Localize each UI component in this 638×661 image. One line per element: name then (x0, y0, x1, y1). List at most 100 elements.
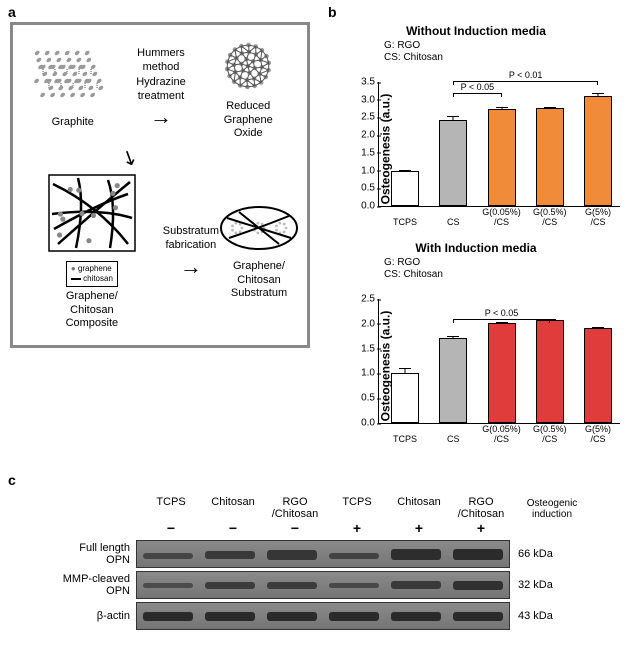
panel-a-label: a (8, 4, 16, 20)
blot-lane (447, 572, 509, 598)
blot-lane (323, 541, 385, 567)
y-tick: 0.0 (351, 418, 375, 429)
y-tick: 1.5 (351, 343, 375, 354)
substratum-item: Graphene/ Chitosan Substratum (219, 204, 299, 301)
induction-sign: + (450, 520, 512, 536)
blot-column-header: TCPS (140, 496, 202, 520)
blot-lanes (136, 571, 510, 599)
blot-mw: 43 kDa (510, 610, 570, 622)
legend-chitosan: chitosan (83, 274, 113, 283)
bar (488, 323, 516, 423)
composite-legend: ● graphene chitosan (66, 261, 118, 287)
hummers-label: Hummers method (136, 46, 186, 75)
hummers-arrow: Hummers method Hydrazine treatment (136, 46, 186, 132)
blot-lane (261, 541, 323, 567)
chart-legend-2: G: RGO CS: Chitosan (384, 257, 628, 281)
composite-icon (48, 174, 136, 252)
blot-column-header: Chitosan (388, 496, 450, 520)
blot-lanes (136, 540, 510, 568)
panel-a: a Graphite Hummers method Hydrazine trea… (0, 0, 320, 468)
chart-without: Without Induction media G: RGO CS: Chito… (324, 24, 628, 231)
figure: a Graphite Hummers method Hydrazine trea… (0, 0, 638, 643)
blot-lane (137, 603, 199, 629)
blot-lanes (136, 602, 510, 630)
bar (536, 108, 564, 206)
blot-mw: 66 kDa (510, 548, 570, 560)
bar (439, 120, 467, 206)
bar (584, 328, 612, 423)
legend-cs: CS: Chitosan (384, 52, 443, 63)
blot-rows: Full length OPN66 kDaMMP-cleaved OPN32 k… (30, 540, 628, 630)
y-tick: 0.5 (351, 393, 375, 404)
chart2-area: Osteogenesis (a.u.) 0.00.51.01.52.02.5TC… (334, 283, 624, 448)
x-label: G(0.5%) /CS (526, 208, 574, 228)
chart1-title: Without Induction media (324, 24, 628, 38)
panel-c-label: c (8, 472, 16, 488)
bar (488, 109, 516, 206)
blot-lane (385, 541, 447, 567)
y-tick: 1.5 (351, 147, 375, 158)
x-label: G(5%) /CS (574, 208, 622, 228)
induction-sign: + (388, 520, 450, 536)
blot-column-header: RGO /Chitosan (450, 496, 512, 520)
blot-lane (447, 541, 509, 567)
bar (391, 171, 419, 206)
rgo-item: Reduced Graphene Oxide (209, 37, 287, 141)
panel-b-label: b (328, 4, 337, 20)
induction-sign: + (326, 520, 388, 536)
rgo-label: Reduced Graphene Oxide (209, 100, 287, 141)
graphite-icon (33, 49, 113, 111)
x-label: CS (429, 435, 477, 445)
blot-lane (199, 603, 261, 629)
x-label: G(0.05%) /CS (478, 208, 526, 228)
bar (584, 96, 612, 206)
chart2-plot: 0.00.51.01.52.02.5TCPSCSG(0.05%) /CSG(0.… (378, 299, 620, 424)
osteo-header: Osteogenic induction (512, 496, 592, 520)
blot-header: TCPSChitosanRGO /ChitosanTCPSChitosanRGO… (140, 496, 628, 520)
blot-column-header: Chitosan (202, 496, 264, 520)
panel-c: c TCPSChitosanRGO /ChitosanTCPSChitosanR… (0, 468, 638, 643)
composite-item: ● graphene chitosan Graphene/ Chitosan C… (21, 174, 163, 331)
blot-column-header: RGO /Chitosan (264, 496, 326, 520)
legend-cs-2: CS: Chitosan (384, 269, 443, 280)
substratum-icon (219, 204, 299, 252)
blot-lane (323, 572, 385, 598)
blot-lane (447, 603, 509, 629)
chart2-title: With Induction media (324, 241, 628, 255)
y-tick: 3.5 (351, 77, 375, 88)
blot-lane (385, 572, 447, 598)
chart1-plot: 0.00.51.01.52.02.53.03.5TCPSCSG(0.05%) /… (378, 82, 620, 207)
panel-b: b Without Induction media G: RGO CS: Chi… (320, 0, 638, 468)
x-label: TCPS (381, 218, 429, 228)
y-tick: 2.0 (351, 318, 375, 329)
fabrication-label: Substratum fabrication (163, 224, 219, 253)
y-tick: 1.0 (351, 368, 375, 379)
diagram-box: Graphite Hummers method Hydrazine treatm… (10, 22, 310, 348)
rgo-icon (209, 37, 287, 95)
x-label: G(0.05%) /CS (478, 425, 526, 445)
y-tick: 0.0 (351, 201, 375, 212)
induction-sign: − (264, 520, 326, 536)
x-label: CS (429, 218, 477, 228)
x-label: TCPS (381, 435, 429, 445)
legend-g: G: RGO (384, 40, 420, 51)
blot-lane (261, 603, 323, 629)
y-tick: 3.0 (351, 94, 375, 105)
down-arrow: ↘ (117, 143, 143, 173)
chart-legend: G: RGO CS: Chitosan (384, 40, 628, 64)
x-label: G(0.5%) /CS (526, 425, 574, 445)
blot-lane (137, 572, 199, 598)
y-tick: 2.5 (351, 294, 375, 305)
blot-signs: −−−+++ (140, 520, 628, 536)
bar (439, 338, 467, 423)
blot-row: β-actin43 kDa (30, 602, 628, 630)
y-tick: 2.5 (351, 112, 375, 123)
blot-row-label: Full length OPN (30, 542, 136, 566)
blot-row-label: MMP-cleaved OPN (30, 573, 136, 597)
blot-lane (385, 603, 447, 629)
blot-column-header: TCPS (326, 496, 388, 520)
legend-graphene: graphene (78, 264, 112, 273)
bar (536, 320, 564, 423)
blot-table: TCPSChitosanRGO /ChitosanTCPSChitosanRGO… (30, 496, 628, 630)
legend-g-2: G: RGO (384, 257, 420, 268)
